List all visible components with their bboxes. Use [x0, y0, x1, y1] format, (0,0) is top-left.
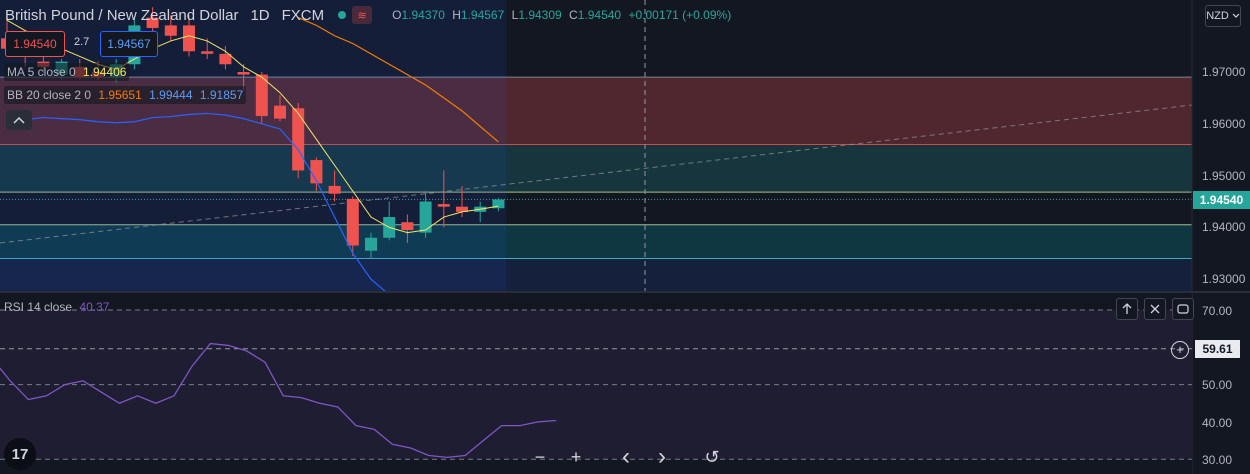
candle-body — [183, 25, 195, 52]
rsi-crosshair-tag: 59.61 — [1195, 340, 1240, 358]
ma-value: 1.94406 — [83, 65, 127, 79]
candle-body — [346, 198, 359, 246]
bb-band-fill — [0, 0, 507, 292]
price-zones — [0, 0, 1192, 292]
ohlc-values: O1.94370 H1.94567 L1.94309 C1.94540 +0.0… — [392, 8, 732, 22]
currency-selector[interactable]: NZD — [1205, 5, 1241, 27]
minus-icon: − — [534, 446, 546, 467]
rsi-label: RSI 14 close — [4, 300, 73, 314]
zoom-in-button[interactable]: + — [561, 444, 591, 470]
candle-body — [164, 25, 177, 36]
maximize-pane-button[interactable] — [1172, 298, 1194, 320]
arrow-up-icon — [1122, 303, 1132, 314]
zone-green — [0, 144, 1192, 193]
rsi-tick-50: 50.00 — [1202, 378, 1233, 392]
candle-body — [328, 185, 341, 194]
candle-body — [365, 237, 377, 251]
chevron-down-icon — [1232, 13, 1240, 18]
price-tick-1: 1.97000 — [1202, 65, 1246, 79]
rsi-legend[interactable]: RSI 14 close 40.37 — [4, 300, 109, 314]
rsi-pane — [0, 291, 1250, 474]
rsi-value: 40.37 — [79, 300, 110, 314]
chevron-up-icon — [13, 116, 25, 124]
candle-body — [201, 51, 214, 54]
rsi-tick-40: 40.00 — [1202, 416, 1233, 430]
ma-label: MA 5 close 0 — [7, 65, 76, 79]
close-pane-button[interactable] — [1144, 298, 1166, 320]
price-tick-4: 1.94000 — [1202, 220, 1246, 234]
zone-lower — [0, 258, 1192, 292]
rsi-tick-30: 30.00 — [1202, 453, 1233, 467]
candle-body — [274, 105, 286, 119]
price-tick-3: 1.95000 — [1202, 169, 1246, 183]
trend-line — [0, 104, 1193, 244]
candle-body — [310, 160, 323, 184]
zone-teal — [0, 224, 1192, 259]
chevron-right-icon: › — [658, 443, 666, 470]
rsi-pane-bg — [0, 292, 1192, 474]
sell-button[interactable]: 1.94540 — [5, 31, 65, 57]
reset-chart-button[interactable]: ↺ — [697, 444, 727, 470]
main-pane-bg — [0, 0, 1192, 292]
tradingview-logo[interactable]: 17 — [4, 438, 36, 470]
bb-label: BB 20 close 2 0 — [7, 88, 92, 102]
bb-upper-value: 1.99444 — [149, 88, 193, 102]
bb-legend[interactable]: BB 20 close 2 0 1.95651 1.99444 1.91857 — [4, 86, 247, 104]
candle-body — [492, 199, 505, 209]
price-tick-5: 1.93000 — [1202, 272, 1246, 286]
candle-body — [292, 108, 305, 171]
bb-basis-line — [297, 17, 499, 143]
chevron-left-icon: ‹ — [622, 443, 630, 470]
candle-body — [255, 74, 268, 117]
add-alert-plus-icon[interactable]: + — [1171, 341, 1189, 359]
symbol-name[interactable]: British Pound / New Zealand Dollar — [5, 6, 239, 24]
candle-body — [419, 201, 432, 233]
scroll-left-button[interactable]: ‹ — [611, 443, 641, 470]
zoom-out-button[interactable]: − — [525, 444, 555, 470]
symbol-header: British Pound / New Zealand Dollar 1D FX… — [0, 0, 731, 30]
candle-body — [401, 222, 414, 230]
plus-icon: + — [570, 446, 582, 467]
move-pane-up-button[interactable] — [1116, 298, 1138, 320]
scroll-right-button[interactable]: › — [647, 443, 677, 470]
data-source: FXCM — [281, 6, 325, 24]
ma-legend[interactable]: MA 5 close 0 1.94406 — [4, 63, 130, 81]
buy-button[interactable]: 1.94567 — [100, 31, 158, 57]
ma5-line — [6, 19, 499, 234]
candle-body — [437, 204, 450, 207]
rsi-tick-70: 70.00 — [1202, 304, 1233, 318]
candle-body — [219, 53, 232, 65]
maximize-icon — [1177, 304, 1189, 314]
bb-lower-value: 1.91857 — [199, 88, 244, 102]
spread-value: 2.7 — [74, 36, 90, 48]
collapse-legend-button[interactable] — [6, 110, 32, 130]
market-status-icon — [338, 11, 347, 19]
close-icon — [1150, 304, 1160, 314]
candle-body — [146, 17, 159, 28]
bb-basis-value: 1.95651 — [98, 88, 142, 102]
alerts-badge-icon[interactable]: ≋ — [352, 6, 373, 24]
timeframe[interactable]: 1D — [250, 6, 270, 24]
current-price-tag: 1.94540 — [1193, 191, 1250, 209]
reset-icon: ↺ — [704, 446, 720, 467]
bb-fill — [0, 0, 507, 292]
price-tick-2: 1.96000 — [1202, 117, 1246, 131]
candle-body — [456, 206, 468, 212]
candle-body — [237, 72, 250, 75]
rsi-line — [0, 342, 557, 458]
pane-controls — [1116, 298, 1194, 320]
